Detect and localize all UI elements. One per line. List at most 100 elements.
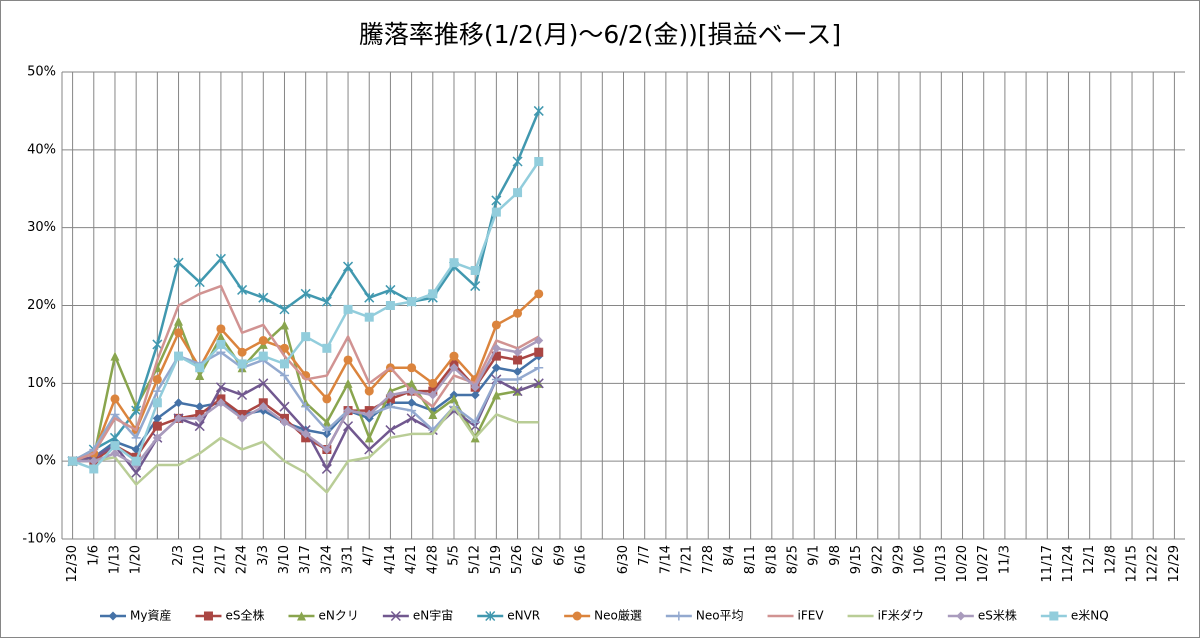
x-tick-label: 8/25 [786,545,801,574]
x-tick-label: 6/9 [552,545,567,566]
marker [491,374,501,384]
marker [470,281,481,292]
legend-marker [296,611,306,621]
marker [322,425,332,435]
marker [237,413,247,423]
marker [258,378,269,389]
marker [131,467,142,478]
x-tick-label: 9/1 [807,545,822,566]
x-tick-label: 8/18 [764,545,779,574]
marker [385,301,395,310]
marker [491,390,501,400]
x-tick-label: 5/26 [510,545,525,574]
marker [428,378,438,388]
marker [258,351,268,361]
legend: My資産 eS全株 eNクリ eN宇宙 eNVR Neo厳選 Neo平均 iFEV iF米ダウ e… [100,608,1109,623]
marker [364,386,374,396]
marker [152,433,162,443]
marker [491,207,501,217]
marker [152,339,163,350]
marker [449,351,459,361]
legend-label: eS全株 [225,608,264,623]
marker [449,394,459,404]
marker [449,258,459,268]
marker [343,406,353,416]
y-tick-label: 10% [27,376,56,391]
x-tick-label: 1/20 [129,545,144,574]
x-tick-label: 11/3 [997,545,1012,574]
marker [364,409,374,419]
x-tick-label: 4/28 [425,545,440,574]
marker [131,456,141,466]
legend-label: eNVR [507,609,540,623]
marker [279,371,289,381]
marker [258,402,268,412]
marker [152,413,162,423]
x-tick-label: 11/24 [1061,545,1076,582]
marker [89,456,99,466]
marker [174,316,184,326]
legend-marker [485,610,496,622]
x-tick-label: 2/17 [213,545,228,574]
marker [215,382,226,393]
marker [174,413,184,423]
marker [491,363,501,373]
marker [385,284,396,295]
marker [194,421,205,432]
marker [195,371,205,381]
marker [513,355,523,365]
x-tick-label: 2/24 [235,545,250,574]
marker [513,308,523,318]
marker [152,386,162,396]
x-tick-label: 9/29 [891,545,906,574]
marker [534,363,544,373]
marker [407,398,417,408]
marker [131,405,142,416]
marker [279,343,289,353]
legend-label: iF米ダウ [878,608,924,623]
x-tick-label: 2/3 [171,545,186,566]
x-tick-label: 5/19 [489,545,504,574]
x-tick-label: 4/21 [404,545,419,574]
x-tick-label: 7/21 [680,545,695,574]
marker [174,351,184,361]
marker [407,297,417,307]
legend-marker [390,610,401,622]
y-tick-label: 0% [35,454,56,469]
x-tick-label: 12/30 [65,545,80,582]
x-tick-label: 8/11 [743,545,758,574]
marker [216,347,226,357]
marker [491,320,501,330]
marker [364,444,375,455]
marker [131,433,141,443]
marker [89,464,99,474]
marker [407,378,417,388]
marker [534,157,544,167]
x-tick-label: 3/17 [298,545,313,574]
marker [385,402,395,412]
y-tick-label: 50% [27,65,56,80]
x-tick-label: 12/8 [1103,545,1118,574]
x-tick-label: 4/14 [383,545,398,574]
marker [343,261,354,272]
marker [215,253,226,264]
marker [279,401,290,412]
marker [322,394,332,404]
x-tick-label: 5/12 [468,545,483,574]
marker [279,304,290,315]
marker [428,409,438,419]
marker [407,363,417,373]
marker [152,421,162,431]
marker [258,292,269,303]
x-tick-label: 3/10 [277,545,292,574]
x-tick-label: 9/22 [870,545,885,574]
marker [512,386,523,397]
marker [321,296,332,307]
marker [110,394,120,404]
marker [343,304,353,314]
legend-label: eS米株 [978,608,1017,623]
marker [407,386,417,396]
x-tick-label: 10/13 [934,545,949,582]
